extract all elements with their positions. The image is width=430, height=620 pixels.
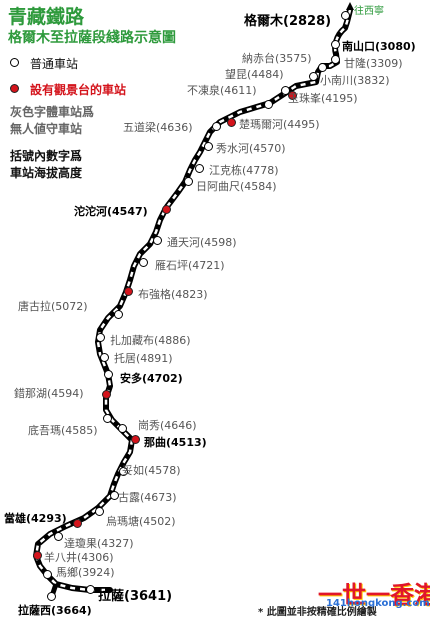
legend-normal-label: 普通車站 (30, 57, 79, 71)
footnote: * 此圖並非按精確比例繪製 (258, 607, 377, 618)
station-marker (119, 467, 128, 476)
station-label: 布強格(4823) (138, 288, 208, 301)
station-label: 底吾瑪(4585) (28, 424, 98, 437)
station-marker (100, 353, 109, 362)
note-grey-line-2: 無人値守車站 (10, 122, 83, 136)
station-label: 楚瑪爾河(4495) (239, 118, 320, 131)
station-label: 崗秀(4646) (138, 419, 197, 432)
station-label: 扎加藏布(4886) (110, 334, 191, 347)
station-marker (33, 551, 42, 560)
station-marker (110, 491, 119, 500)
station-marker (73, 519, 82, 528)
station-marker (139, 258, 148, 267)
normal-station-icon (10, 58, 19, 67)
station-label: 羊八井(4306) (44, 551, 114, 564)
station-label: 秀水河(4570) (216, 142, 286, 155)
station-marker (47, 592, 56, 601)
station-label: 南山口(3080) (342, 40, 416, 53)
station-marker (195, 164, 204, 173)
station-marker (102, 390, 111, 399)
station-label: 通天河(4598) (167, 236, 237, 249)
station-label: 達瓊果(4327) (64, 537, 134, 550)
station-marker (341, 11, 350, 20)
station-label: 烏瑪塘(4502) (106, 515, 176, 528)
station-marker (331, 40, 340, 49)
station-label: 妥如(4578) (122, 464, 181, 477)
station-label: 日阿曲尺(4584) (196, 180, 277, 193)
station-marker (309, 72, 318, 81)
note-grey-line-1: 灰色字體車站爲 (10, 105, 95, 119)
station-label: 唐古拉(5072) (18, 300, 88, 313)
station-label: 當雄(4293) (4, 512, 67, 525)
station-marker (184, 177, 193, 186)
station-label: 托居(4891) (114, 352, 173, 365)
scenic-station-icon (10, 84, 19, 93)
map-subtitle: 格爾木至拉薩段綫路示意圖 (8, 30, 176, 46)
station-marker (288, 91, 297, 100)
station-label: 那曲(4513) (144, 436, 207, 449)
map-title: 青藏鐵路 (8, 6, 85, 28)
station-marker (331, 55, 340, 64)
station-label: 馬鄉(3924) (56, 566, 115, 579)
note-altitude-line-1: 括號內數字爲 (10, 149, 83, 163)
station-marker (227, 118, 236, 127)
station-label: 望昆(4484) (225, 68, 284, 81)
station-marker (162, 205, 171, 214)
station-marker (131, 435, 140, 444)
station-marker (103, 414, 112, 423)
station-marker (114, 310, 123, 319)
station-marker (43, 570, 52, 579)
station-label: 玉珠峯(4195) (288, 92, 358, 105)
station-marker (124, 287, 133, 296)
station-label: 江克栋(4778) (209, 164, 279, 177)
station-marker (264, 100, 273, 109)
station-label: 五道梁(4636) (123, 121, 193, 134)
watermark-url: 141hongkong.com (326, 598, 430, 609)
direction-label: 往西寧 (354, 6, 384, 17)
station-marker (54, 532, 63, 541)
station-label: 甘隆(3309) (344, 57, 403, 70)
station-label: 古露(4673) (118, 491, 177, 504)
watermark-logo: 一世一香港 (318, 581, 430, 609)
station-label: 格爾木(2828) (244, 14, 332, 29)
station-label: 沱沱河(4547) (74, 205, 148, 218)
station-label: 拉薩西(3664) (18, 604, 92, 617)
station-label: 不凍泉(4611) (187, 84, 257, 97)
station-marker (96, 333, 105, 342)
station-marker (204, 142, 213, 151)
note-altitude-line-2: 車站海拔高度 (10, 166, 83, 180)
arrow-up-icon (346, 2, 354, 10)
station-marker (86, 585, 95, 594)
note-altitude: 括號內數字爲 車站海拔高度 (10, 148, 82, 182)
note-grey-text: 灰色字體車站爲 無人値守車站 (10, 104, 94, 138)
station-marker (95, 507, 104, 516)
station-marker (118, 424, 127, 433)
station-label: 小南川(3832) (320, 74, 390, 87)
station-marker (153, 236, 162, 245)
station-label: 錯那湖(4594) (14, 387, 84, 400)
station-label: 納赤台(3575) (242, 52, 312, 65)
station-label: 拉薩(3641) (98, 589, 173, 604)
station-marker (212, 122, 221, 131)
station-marker (281, 86, 290, 95)
station-marker (318, 63, 327, 72)
station-label: 安多(4702) (120, 372, 183, 385)
station-marker (104, 370, 113, 379)
legend-scenic-label: 設有觀景台的車站 (30, 83, 127, 97)
station-label: 雁石坪(4721) (155, 259, 225, 272)
